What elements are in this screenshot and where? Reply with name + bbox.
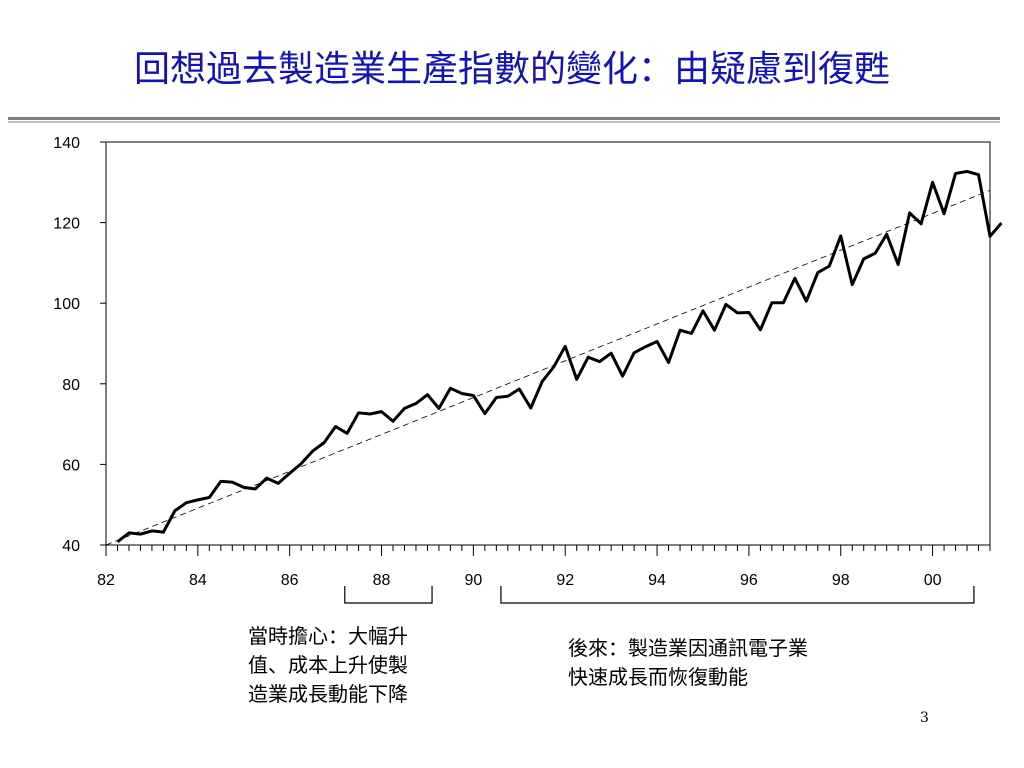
- plot-frame: [105, 141, 991, 546]
- page-number: 3: [920, 710, 929, 726]
- annotation-concern: 當時擔心：大幅升 值、成本上升使製 造業成長動能下降: [248, 622, 408, 709]
- y-tick-label: 120: [53, 216, 80, 233]
- x-tick-label: 82: [97, 572, 115, 589]
- annotation-recovery: 後來：製造業因通訊電子業 快速成長而恢復動能: [568, 634, 808, 692]
- annotation-recovery-line: 後來：製造業因通訊電子業: [568, 636, 808, 660]
- title-divider-shadow: [8, 121, 1000, 123]
- x-tick-label: 90: [464, 572, 482, 589]
- y-tick-label: 60: [62, 457, 80, 474]
- y-tick-label: 80: [62, 377, 80, 394]
- annotation-concern-line: 當時擔心：大幅升: [248, 624, 408, 648]
- x-tick-label: 92: [556, 572, 574, 589]
- y-tick-label: 100: [53, 296, 80, 313]
- annotation-concern-line: 造業成長動能下降: [248, 682, 408, 706]
- production-index-series: [116, 169, 1003, 543]
- x-tick-label: 84: [189, 572, 207, 589]
- x-tick-label: 98: [832, 572, 850, 589]
- trend-line: [105, 189, 991, 546]
- title-divider: [8, 117, 1000, 120]
- x-tick-label: 96: [740, 572, 758, 589]
- period-bracket: [344, 586, 433, 604]
- x-tick-label: 86: [281, 572, 299, 589]
- y-tick-label: 140: [53, 135, 80, 152]
- slide-title: 回想過去製造業生產指數的變化：由疑慮到復甦: [133, 49, 890, 90]
- x-tick-label: 94: [648, 572, 666, 589]
- period-bracket: [500, 586, 975, 604]
- x-tick-label: 88: [373, 572, 391, 589]
- y-tick-label: 40: [62, 538, 80, 555]
- x-tick-label: 00: [924, 572, 942, 589]
- annotation-concern-line: 值、成本上升使製: [248, 653, 408, 677]
- annotation-recovery-line: 快速成長而恢復動能: [568, 665, 748, 689]
